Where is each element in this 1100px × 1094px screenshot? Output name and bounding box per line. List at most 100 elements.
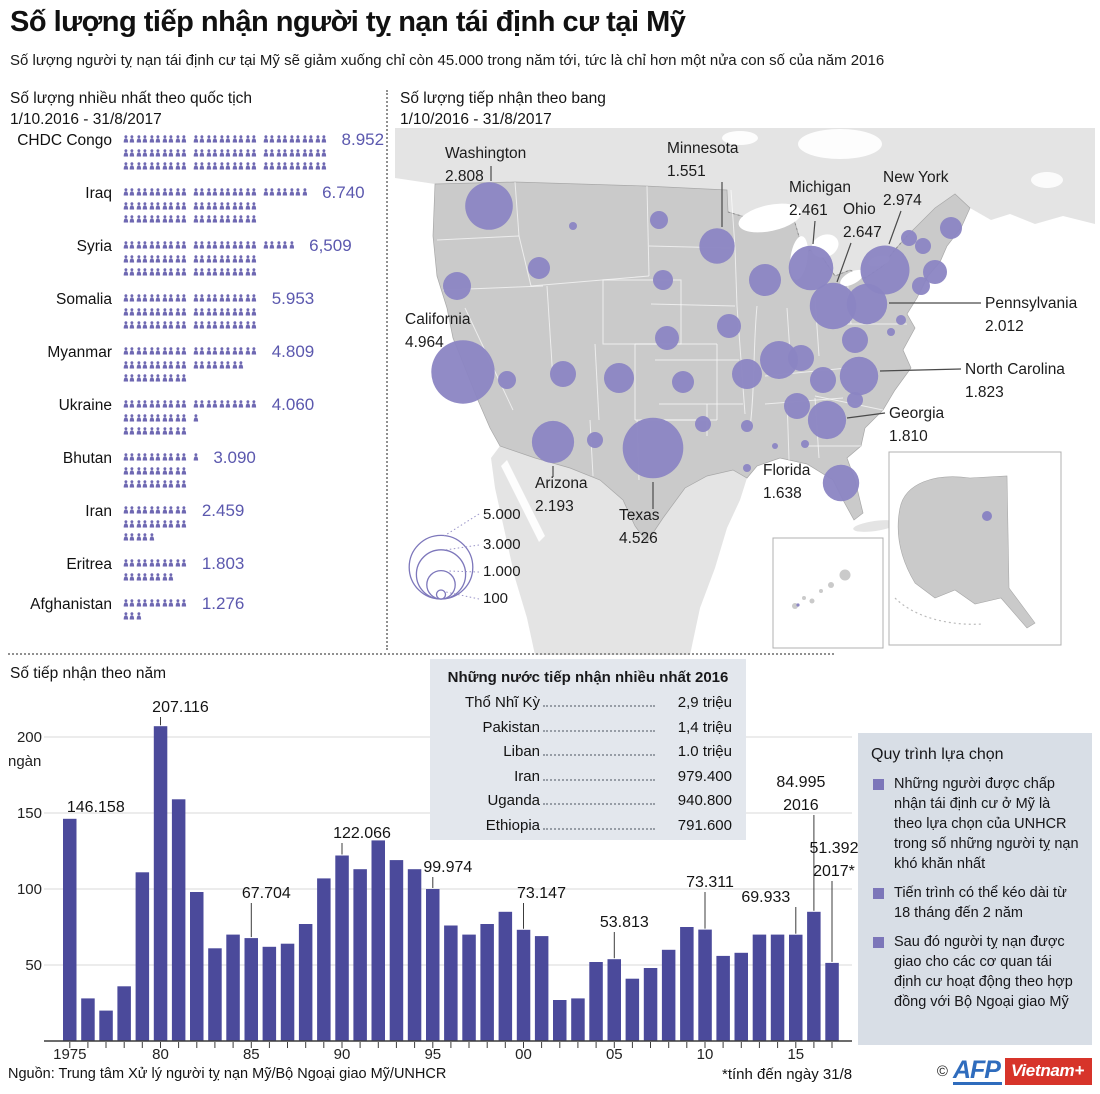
person-icon [142, 465, 148, 477]
person-icon [193, 359, 199, 371]
legend-leader [444, 544, 480, 551]
person-icon [181, 557, 187, 569]
state-bubble [741, 420, 753, 432]
top-countries-table: Những nước tiếp nhận nhiều nhất 2016 Thổ… [430, 659, 746, 840]
person-icon [238, 213, 244, 225]
person-icon [199, 319, 205, 331]
alaska-inset [888, 451, 1062, 646]
person-icon [232, 239, 238, 251]
person-icon [168, 306, 174, 318]
person-icon [219, 160, 225, 172]
person-icon [225, 186, 231, 198]
person-icon [225, 266, 231, 278]
cuba [853, 520, 897, 532]
person-icon [162, 200, 168, 212]
person-icon [181, 200, 187, 212]
person-icon [123, 133, 129, 145]
state-bubble [528, 257, 550, 279]
person-icon [232, 306, 238, 318]
person-icon [162, 266, 168, 278]
person-icon [289, 186, 295, 198]
person-icon [175, 292, 181, 304]
person-icon [225, 306, 231, 318]
person-icon [289, 160, 295, 172]
person-icon [276, 133, 282, 145]
person-icon [175, 425, 181, 437]
person-icon [168, 213, 174, 225]
person-icon [155, 292, 161, 304]
person-icon [149, 518, 155, 530]
person-icon [136, 359, 142, 371]
person-icon [199, 253, 205, 265]
person-icon [219, 345, 225, 357]
person-icon [162, 518, 168, 530]
person-icon [168, 518, 174, 530]
state-bubble [717, 314, 741, 338]
person-icon [129, 133, 135, 145]
bar-2010 [698, 929, 712, 1041]
label-leader-line [836, 242, 852, 283]
bar-1985 [244, 938, 258, 1041]
person-icon [162, 186, 168, 198]
person-icon [136, 610, 142, 622]
table-country: Liban [503, 743, 540, 760]
person-icon [193, 292, 199, 304]
person-icon [219, 292, 225, 304]
person-icon [238, 306, 244, 318]
person-icon [142, 200, 148, 212]
person-icon [136, 200, 142, 212]
person-icon [129, 531, 135, 543]
person-icon [199, 133, 205, 145]
nationalities-title: Số lượng nhiều nhất theo quốc tịch [10, 90, 253, 107]
person-icon [251, 266, 257, 278]
person-icon [181, 372, 187, 384]
gulf-of-california [501, 460, 545, 542]
person-icon [142, 597, 148, 609]
person-icon [232, 345, 238, 357]
person-icon [232, 319, 238, 331]
state-bubble [788, 345, 814, 371]
legend-circle [435, 589, 447, 600]
person-icon [168, 319, 174, 331]
person-icon [136, 478, 142, 490]
bar-2016 [807, 911, 821, 1041]
bar-year-label: 2016 [783, 797, 819, 814]
person-icon [206, 160, 212, 172]
person-icon [181, 597, 187, 609]
person-icon [129, 412, 135, 424]
bar-1988 [298, 924, 313, 1041]
x-tick-label: 15 [787, 1046, 804, 1063]
person-icon [269, 147, 275, 159]
pictogram-row: Iraq 6.740 [10, 184, 382, 225]
person-icon [315, 147, 321, 159]
state-bubble [801, 440, 809, 448]
state-bubble-georgia [807, 400, 847, 440]
person-icon [123, 518, 129, 530]
bar-value-label: 207.116 [152, 699, 209, 716]
pictogram-row: Syria 6,509 [10, 237, 382, 278]
person-icon [245, 186, 251, 198]
person-icon [162, 571, 168, 583]
person-icon [136, 597, 142, 609]
person-icon [238, 160, 244, 172]
person-icon [162, 451, 168, 463]
person-icon [193, 451, 199, 463]
person-icon [245, 292, 251, 304]
gulf-st-lawrence [1031, 172, 1063, 188]
person-icon [251, 398, 257, 410]
person-icon [181, 359, 187, 371]
person-icon [212, 306, 218, 318]
dotted-leader [543, 827, 655, 830]
person-icon [168, 451, 174, 463]
state-bubble-ohio [809, 282, 857, 330]
person-icon [129, 319, 135, 331]
canada-landmass [395, 128, 1095, 278]
person-icon [238, 345, 244, 357]
person-icon [149, 186, 155, 198]
person-icon [129, 425, 135, 437]
bar-value-label: 69.933 [741, 889, 790, 906]
table-value: 791.600 [677, 816, 732, 834]
process-bullet: Tiến trình có thể kéo dài từ 18 tháng đế… [871, 883, 1079, 923]
person-icon [155, 186, 161, 198]
afp-logo: AFP [952, 1055, 1002, 1085]
